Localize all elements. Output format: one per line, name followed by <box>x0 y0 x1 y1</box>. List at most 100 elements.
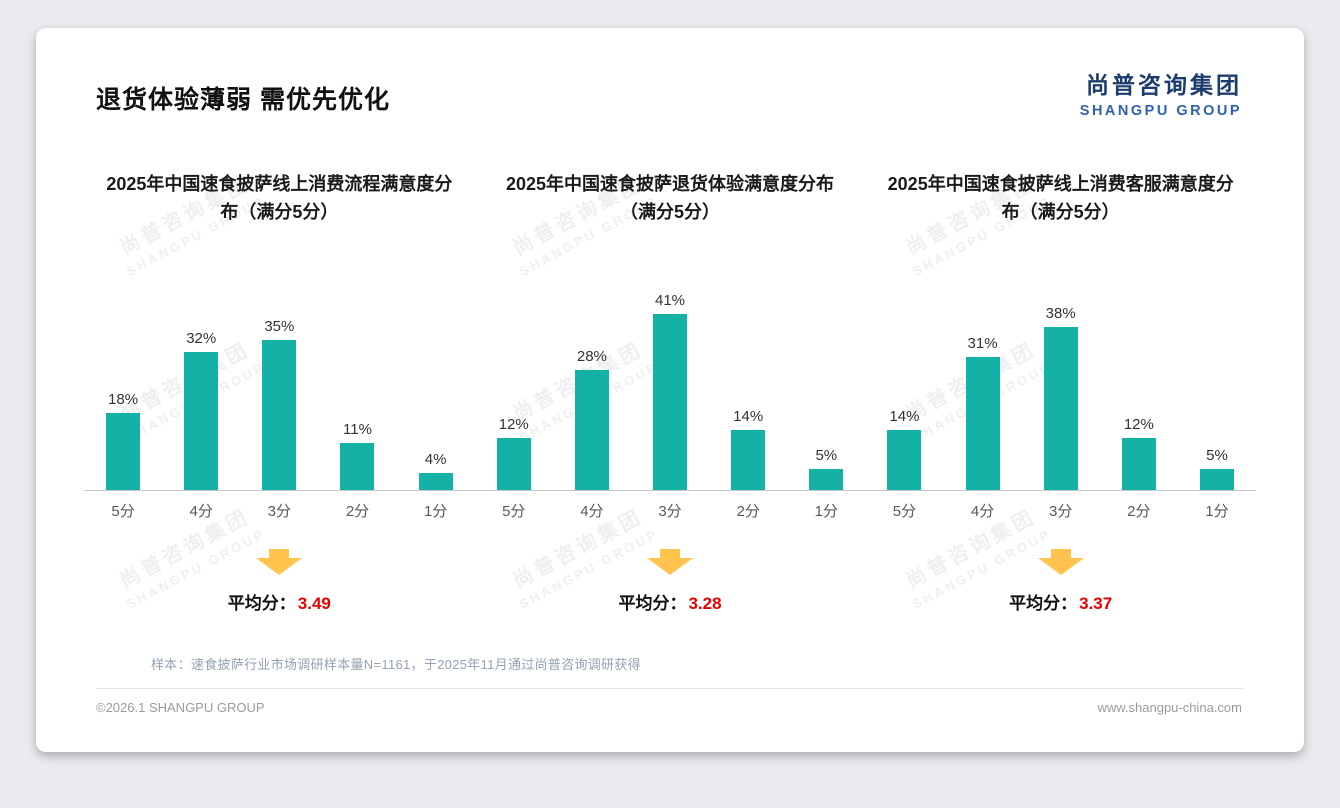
header: 退货体验薄弱 需优先优化 尚普咨询集团 SHANGPU GROUP <box>36 28 1304 119</box>
bar-category-label: 5分 <box>111 503 135 520</box>
bar-group: 4% <box>397 451 475 490</box>
bar-category-label: 5分 <box>502 503 526 520</box>
average-value: 3.49 <box>297 594 331 613</box>
bars-row: 14% 31% 38% 12% 5% <box>865 277 1257 491</box>
bar-group: 11% <box>318 421 396 490</box>
bar-category-label: 2分 <box>1127 503 1151 520</box>
bar <box>1199 468 1234 490</box>
bar <box>1121 438 1156 490</box>
bar <box>653 313 688 490</box>
bar-group: 12% <box>1100 416 1178 490</box>
category-labels: 5分 4分 3分 2分 1分 <box>84 491 475 521</box>
average-value: 3.28 <box>688 594 722 613</box>
plot-area: 14% 31% 38% 12% 5% 5分 4分 3分 2分 1分 <box>865 277 1257 521</box>
bar-group: 5% <box>1178 446 1256 490</box>
bar-group: 18% <box>84 391 162 490</box>
bar <box>262 339 297 490</box>
bar-category-label: 4分 <box>580 503 604 520</box>
bar <box>1043 326 1078 490</box>
bar-group: 35% <box>240 317 318 490</box>
bar-category-label: 3分 <box>267 503 292 520</box>
bar <box>731 429 766 490</box>
bar <box>496 438 531 490</box>
bar-value-label: 12% <box>1123 416 1154 434</box>
bar <box>965 356 1000 490</box>
average-row: 平均分： 3.49 <box>84 589 475 614</box>
chart-title: 2025年中国速食披萨线上消费流程满意度分布（满分5分） <box>106 174 453 222</box>
arrow-wrap <box>475 549 866 576</box>
slide-card: 尚普咨询集团 SHANGPU GROUP 尚普咨询集团 SHANGPU GROUP 尚普… <box>36 28 1304 752</box>
down-arrow-icon <box>1037 549 1084 575</box>
bar-category-label: 4分 <box>189 503 213 520</box>
bar-category-label: 1分 <box>423 503 448 520</box>
bar-value-label: 5% <box>1206 446 1228 464</box>
bar-value-label: 11% <box>343 420 372 438</box>
bar-group: 5% <box>787 446 865 490</box>
plot-area: 12% 28% 41% 14% 5% 5分 4分 3分 2分 1分 <box>474 277 866 521</box>
sample-note: 样本：速食披萨行业市场调研样本量N=1161，于2025年11月通过尚普咨询调研… <box>151 657 641 672</box>
footer-website: www.shangpu-china.com <box>1097 700 1242 715</box>
bar <box>340 442 375 490</box>
average-label: 平均分： <box>618 594 687 613</box>
bar-value-label: 5% <box>815 446 838 464</box>
logo-en-text: SHANGPU GROUP <box>1079 103 1242 119</box>
bar-value-label: 31% <box>967 334 998 352</box>
bar-group: 41% <box>631 292 709 490</box>
category-labels: 5分 4分 3分 2分 1分 <box>475 491 866 521</box>
bar-value-label: 18% <box>108 390 139 408</box>
bar-value-label: 12% <box>498 416 529 434</box>
average-label: 平均分： <box>1009 594 1078 613</box>
bar-category-label: 5分 <box>892 503 917 520</box>
bar-chart-service: 2025年中国速食披萨线上消费客服满意度分布（满分5分） 14% 31% 38% 12… <box>865 171 1257 614</box>
bar-group: 31% <box>943 335 1021 490</box>
bar <box>574 369 609 490</box>
arrow-wrap <box>865 549 1256 576</box>
bar <box>887 429 922 490</box>
chart-title: 2025年中国速食披萨退货体验满意度分布（满分5分） <box>505 174 835 222</box>
bars-row: 12% 28% 41% 14% 5% <box>474 277 866 491</box>
bar-category-label: 2分 <box>736 503 760 520</box>
bars-row: 18% 32% 35% 11% 4% <box>84 277 475 491</box>
average-row: 平均分： 3.37 <box>865 589 1256 614</box>
bar <box>418 472 453 490</box>
chart-title: 2025年中国速食披萨线上消费客服满意度分布（满分5分） <box>887 174 1234 222</box>
bar-chart-returns: 2025年中国速食披萨退货体验满意度分布（满分5分） 12% 28% 41% 14% 5… <box>474 171 866 614</box>
bar-category-label: 4分 <box>970 503 995 520</box>
bar-group: 14% <box>865 408 943 490</box>
page-title: 退货体验薄弱 需优先优化 <box>96 86 390 114</box>
bar-value-label: 35% <box>264 317 295 335</box>
footer-divider <box>96 688 1244 689</box>
category-labels: 5分 4分 3分 2分 1分 <box>865 491 1256 521</box>
footer: ©2026.1 SHANGPU GROUP www.shangpu-china.… <box>36 689 1304 715</box>
bar <box>809 468 844 490</box>
bar-value-label: 14% <box>733 407 764 425</box>
bar-category-label: 3分 <box>658 503 682 520</box>
arrow-wrap <box>84 549 475 576</box>
bar-group: 28% <box>553 348 631 490</box>
bar-value-label: 41% <box>655 291 686 309</box>
average-row: 平均分： 3.28 <box>475 589 866 614</box>
down-arrow-icon <box>256 549 303 575</box>
bar <box>106 412 141 490</box>
footer-copyright: ©2026.1 SHANGPU GROUP <box>96 700 265 715</box>
average-label: 平均分： <box>227 594 296 613</box>
average-value: 3.37 <box>1079 594 1113 613</box>
logo-cn-text: 尚普咨询集团 <box>1086 72 1242 98</box>
plot-area: 18% 32% 35% 11% 4% 5分 4分 3分 2分 1分 <box>84 277 475 521</box>
company-logo: 尚普咨询集团 SHANGPU GROUP <box>1080 66 1242 119</box>
bar-group: 12% <box>475 416 553 490</box>
bar-value-label: 14% <box>889 407 920 425</box>
bar-group: 14% <box>709 408 787 490</box>
bar-value-label: 4% <box>424 450 447 468</box>
bar-value-label: 32% <box>186 330 217 348</box>
bar-category-label: 3分 <box>1049 503 1073 520</box>
bar-category-label: 1分 <box>814 503 838 520</box>
bar <box>184 352 219 490</box>
bar-category-label: 1分 <box>1205 503 1229 520</box>
down-arrow-icon <box>647 549 693 575</box>
bar-group: 38% <box>1022 305 1100 490</box>
bar-category-label: 2分 <box>345 503 370 520</box>
bar-value-label: 28% <box>576 347 607 365</box>
bar-group: 32% <box>162 330 240 490</box>
bar-value-label: 38% <box>1045 304 1076 322</box>
